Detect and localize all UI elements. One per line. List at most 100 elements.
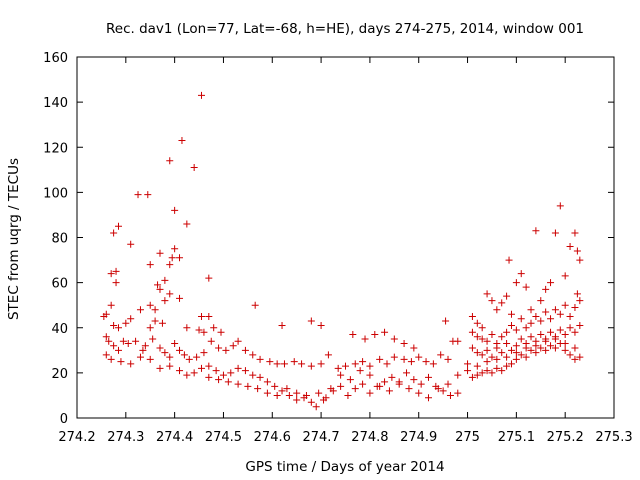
data-point xyxy=(227,369,235,377)
x-tick-label: 274.8 xyxy=(351,430,388,445)
data-point xyxy=(249,371,257,379)
data-point xyxy=(507,346,515,354)
data-point xyxy=(410,376,418,384)
data-point xyxy=(193,353,201,361)
data-point xyxy=(217,328,225,336)
data-point xyxy=(117,358,125,366)
data-point xyxy=(556,326,564,334)
data-point xyxy=(366,362,374,370)
data-point xyxy=(146,355,154,363)
data-point xyxy=(468,328,476,336)
data-point xyxy=(517,335,525,343)
data-point xyxy=(561,301,569,309)
data-point xyxy=(576,256,584,264)
data-point xyxy=(493,344,501,352)
data-point xyxy=(542,285,550,293)
data-point xyxy=(415,353,423,361)
data-point xyxy=(166,290,174,298)
data-point xyxy=(273,360,281,368)
data-point xyxy=(468,373,476,381)
data-point xyxy=(512,279,520,287)
data-point xyxy=(434,385,442,393)
data-point xyxy=(498,333,506,341)
data-point xyxy=(102,351,110,359)
data-point xyxy=(146,301,154,309)
y-tick-label: 20 xyxy=(51,367,68,382)
data-point xyxy=(547,279,555,287)
data-point xyxy=(110,321,118,329)
data-point xyxy=(254,385,262,393)
data-point xyxy=(107,355,115,363)
data-point xyxy=(168,254,176,262)
y-tick-label: 80 xyxy=(51,232,68,247)
data-point xyxy=(185,355,193,363)
x-tick-label: 275.2 xyxy=(547,430,584,445)
data-point xyxy=(464,367,472,375)
data-point xyxy=(307,317,315,325)
data-point xyxy=(473,319,481,327)
data-point xyxy=(361,335,369,343)
y-axis-label: STEC from uqrg / TECUs xyxy=(6,158,22,320)
data-point xyxy=(537,331,545,339)
data-point xyxy=(561,346,569,354)
data-point xyxy=(473,362,481,370)
data-point xyxy=(483,358,491,366)
data-point xyxy=(183,220,191,228)
data-point xyxy=(493,355,501,363)
data-point xyxy=(537,317,545,325)
data-point xyxy=(293,396,301,404)
data-point xyxy=(383,360,391,368)
data-point xyxy=(576,353,584,361)
data-point xyxy=(390,335,398,343)
data-point xyxy=(283,385,291,393)
data-point xyxy=(166,362,174,370)
data-point xyxy=(422,358,430,366)
data-point xyxy=(417,380,425,388)
data-point xyxy=(359,358,367,366)
data-point xyxy=(132,337,140,345)
data-point xyxy=(498,349,506,357)
data-point xyxy=(493,306,501,314)
data-point xyxy=(110,229,118,237)
data-point xyxy=(473,371,481,379)
data-point xyxy=(102,333,110,341)
data-point xyxy=(547,315,555,323)
data-point xyxy=(556,310,564,318)
data-point xyxy=(205,274,213,282)
data-point xyxy=(161,349,169,357)
data-point xyxy=(517,270,525,278)
data-point xyxy=(183,324,191,332)
data-point xyxy=(278,321,286,329)
data-point xyxy=(154,281,162,289)
data-point xyxy=(178,136,186,144)
data-points xyxy=(100,91,584,411)
data-point xyxy=(400,340,408,348)
data-point xyxy=(551,229,559,237)
data-point xyxy=(503,328,511,336)
data-point xyxy=(307,398,315,406)
data-point xyxy=(532,342,540,350)
data-point xyxy=(146,324,154,332)
data-point xyxy=(488,331,496,339)
data-point xyxy=(571,355,579,363)
data-point xyxy=(512,349,520,357)
data-point xyxy=(498,367,506,375)
data-point xyxy=(183,371,191,379)
data-point xyxy=(483,367,491,375)
data-point xyxy=(161,276,169,284)
chart-title: Rec. dav1 (Lon=77, Lat=-68, h=HE), days … xyxy=(106,21,584,37)
data-point xyxy=(317,360,325,368)
data-point xyxy=(256,373,264,381)
data-point xyxy=(197,312,205,320)
data-point xyxy=(488,369,496,377)
data-point xyxy=(197,364,205,372)
data-point xyxy=(136,353,144,361)
data-point xyxy=(351,360,359,368)
y-tick-label: 60 xyxy=(51,277,68,292)
data-point xyxy=(112,279,120,287)
data-point xyxy=(424,373,432,381)
data-point xyxy=(136,306,144,314)
data-point xyxy=(507,310,515,318)
data-point xyxy=(229,342,237,350)
data-point xyxy=(241,346,249,354)
